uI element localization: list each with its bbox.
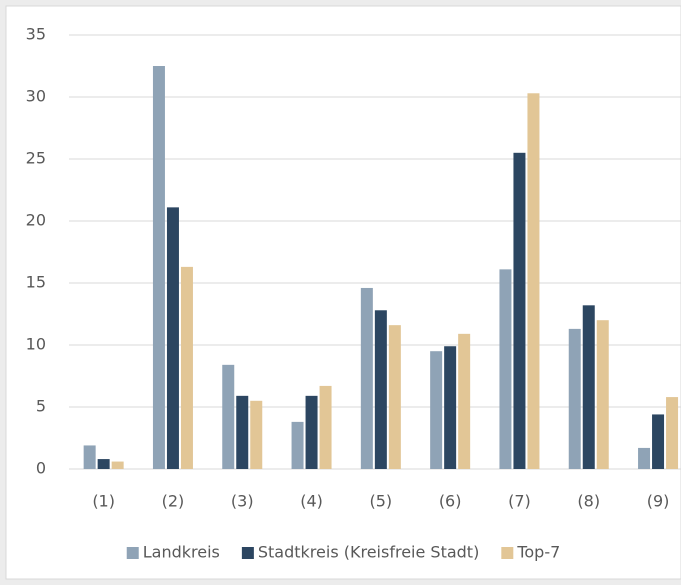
x-tick-label: (7) <box>508 492 531 511</box>
bar <box>374 310 387 469</box>
y-tick-label: 25 <box>26 149 46 168</box>
y-tick-label: 10 <box>26 335 46 354</box>
bar <box>250 400 263 469</box>
bar <box>388 325 401 469</box>
bar <box>513 152 526 470</box>
bar <box>458 333 471 469</box>
bar <box>360 287 373 469</box>
bar <box>97 459 110 469</box>
y-tick-label: 20 <box>26 211 46 230</box>
bar <box>111 461 124 469</box>
legend-label: Landkreis <box>143 543 220 562</box>
bar <box>666 397 679 469</box>
bar <box>652 414 665 469</box>
legend-label: Top-7 <box>516 543 560 562</box>
x-tick-label: (2) <box>162 492 185 511</box>
bar <box>166 207 179 470</box>
y-tick-label: 0 <box>36 459 46 478</box>
x-tick-label: (4) <box>300 492 323 511</box>
bar <box>319 385 332 469</box>
y-tick-label: 30 <box>26 87 46 106</box>
legend-label: Stadtkreis (Kreisfreie Stadt) <box>258 543 479 562</box>
x-tick-label: (9) <box>647 492 670 511</box>
x-tick-label: (8) <box>577 492 600 511</box>
bar <box>152 66 165 469</box>
y-tick-label: 5 <box>36 397 46 416</box>
bar <box>499 269 512 469</box>
x-tick-label: (5) <box>370 492 393 511</box>
legend-swatch <box>501 547 514 559</box>
y-tick-label: 15 <box>26 273 46 292</box>
bar <box>596 320 609 469</box>
bar <box>430 351 443 469</box>
legend-swatch <box>241 547 254 559</box>
bar <box>527 93 540 469</box>
bar <box>582 305 595 469</box>
bar <box>444 346 457 469</box>
bar <box>568 328 581 469</box>
bar <box>236 395 249 469</box>
bar <box>305 395 318 469</box>
bar <box>291 421 304 469</box>
chart-background <box>5 5 681 580</box>
bar <box>222 364 235 469</box>
x-tick-label: (3) <box>231 492 254 511</box>
x-tick-label: (1) <box>92 492 115 511</box>
x-tick-label: (6) <box>439 492 462 511</box>
bar <box>83 445 96 469</box>
bar <box>638 447 651 469</box>
y-tick-label: 35 <box>26 25 46 44</box>
legend-swatch <box>126 547 139 559</box>
bar <box>180 266 193 469</box>
